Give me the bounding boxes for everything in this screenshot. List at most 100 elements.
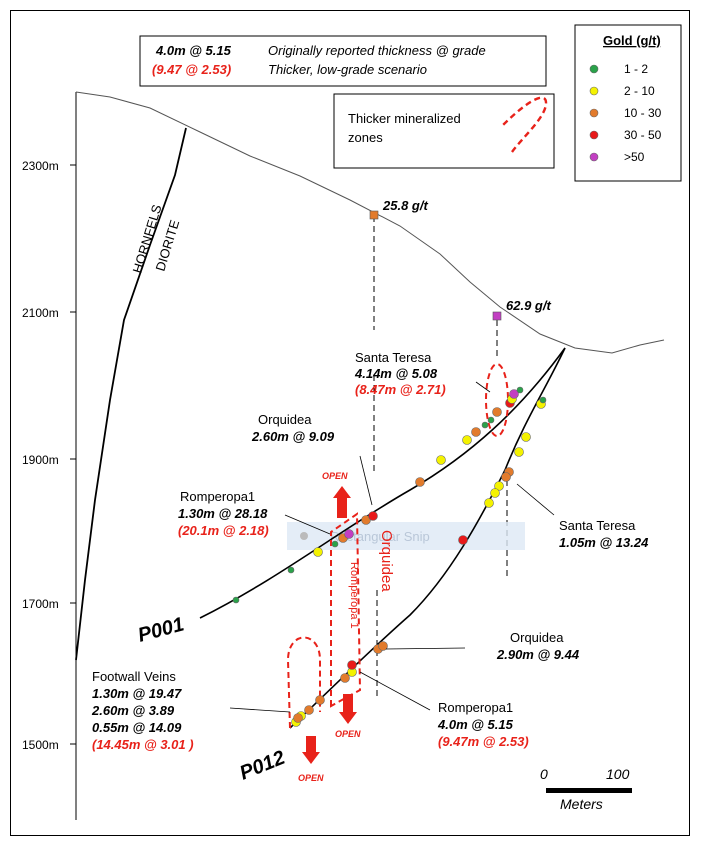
legend-swatch bbox=[589, 152, 599, 162]
orquidea-upper-name: Orquidea bbox=[258, 412, 312, 427]
open-label-up: OPEN bbox=[322, 471, 348, 481]
legend-swatch bbox=[589, 130, 599, 140]
gold-sample-dot bbox=[344, 529, 354, 539]
zones-box-line1: Thicker mineralized bbox=[348, 111, 461, 126]
gold-sample-dot bbox=[378, 641, 388, 651]
figure-frame bbox=[10, 10, 690, 836]
zones-box bbox=[333, 93, 555, 169]
gold-sample-dot bbox=[331, 540, 339, 548]
legend-items: 1 - 2 2 - 10 10 - 30 30 - 50 >50 bbox=[589, 62, 662, 164]
gold-sample-dot bbox=[347, 660, 357, 670]
gold-sample-dot bbox=[521, 432, 531, 442]
watermark-text: Rectangular Snip bbox=[330, 529, 430, 544]
legend-label: >50 bbox=[624, 150, 645, 164]
gold-sample-dot bbox=[484, 498, 494, 508]
santa-teresa-lower-name: Santa Teresa bbox=[559, 518, 636, 533]
footwall-zone bbox=[286, 636, 321, 729]
gold-sample-dot bbox=[287, 566, 295, 574]
elevation-label-1900: 1900m bbox=[22, 453, 59, 467]
open-label-down: OPEN bbox=[335, 729, 361, 739]
gold-sample-dot bbox=[293, 713, 303, 723]
gold-sample-dot bbox=[368, 511, 378, 521]
legend-title: Gold (g/t) bbox=[603, 33, 661, 48]
scale-bar bbox=[546, 788, 632, 793]
gold-sample-dot bbox=[501, 472, 511, 482]
gold-sample-dot bbox=[458, 535, 468, 545]
hole-label-p012: P012 bbox=[237, 747, 289, 785]
thicker-zone-symbol bbox=[501, 96, 548, 153]
topography-line bbox=[75, 91, 665, 354]
gold-sample-dot bbox=[471, 427, 481, 437]
romperopa-zone-label: Romperopa 1 bbox=[348, 562, 360, 629]
orquidea-zone-label: Orquidea bbox=[378, 530, 395, 592]
watermark-dot bbox=[300, 532, 308, 540]
romperopa-lower-alt: (9.47m @ 2.53) bbox=[438, 734, 529, 749]
gold-sample-dot bbox=[304, 705, 314, 715]
legend-swatch bbox=[589, 64, 599, 74]
surface-sample-label: 25.8 g/t bbox=[382, 198, 428, 213]
zones-box-line2: zones bbox=[348, 130, 383, 145]
scale-hundred: 100 bbox=[606, 766, 630, 782]
gold-sample-dot bbox=[514, 447, 524, 457]
santa-teresa-lower-value: 1.05m @ 13.24 bbox=[559, 535, 649, 550]
legend-swatch bbox=[589, 86, 599, 96]
romperopa-lower-value: 4.0m @ 5.15 bbox=[437, 717, 514, 732]
gold-sample-dot bbox=[516, 386, 524, 394]
footwall-value-3: 0.55m @ 14.09 bbox=[92, 720, 182, 735]
footwall-alt: (14.45m @ 3.01 ) bbox=[92, 737, 194, 752]
gold-sample-dot bbox=[481, 421, 489, 429]
hole-label-p001: P001 bbox=[136, 613, 187, 646]
geologic-contact-line bbox=[75, 127, 187, 661]
open-arrow-up bbox=[333, 486, 351, 518]
open-arrow-down bbox=[339, 694, 357, 724]
footwall-value-2: 2.60m @ 3.89 bbox=[91, 703, 175, 718]
elevation-label-2300: 2300m bbox=[22, 159, 59, 173]
romperopa-upper-value: 1.30m @ 28.18 bbox=[178, 506, 268, 521]
gold-sample-dot bbox=[462, 435, 472, 445]
romperopa-upper-alt: (20.1m @ 2.18) bbox=[178, 523, 269, 538]
header-thicker-value: (9.47 @ 2.53) bbox=[152, 62, 231, 77]
header-original-desc: Originally reported thickness @ grade bbox=[268, 43, 486, 58]
santa-teresa-upper-alt: (8.47m @ 2.71) bbox=[355, 382, 446, 397]
gold-sample-dot bbox=[415, 477, 425, 487]
header-box bbox=[139, 35, 547, 87]
orquidea-upper-value: 2.60m @ 9.09 bbox=[251, 429, 335, 444]
gold-sample-dot bbox=[313, 547, 323, 557]
gold-sample-dot bbox=[340, 673, 350, 683]
legend-swatch bbox=[589, 108, 599, 118]
legend-label: 10 - 30 bbox=[624, 106, 662, 120]
surface-sample-marker bbox=[492, 311, 502, 321]
scale-zero: 0 bbox=[540, 766, 548, 782]
gold-sample-dot bbox=[490, 488, 500, 498]
open-label-footwall: OPEN bbox=[298, 773, 324, 783]
elevation-label-1500: 1500m bbox=[22, 738, 59, 752]
romperopa-upper-name: Romperopa1 bbox=[180, 489, 255, 504]
header-original-value: 4.0m @ 5.15 bbox=[155, 43, 232, 58]
gold-sample-dot bbox=[509, 389, 519, 399]
footwall-name: Footwall Veins bbox=[92, 669, 176, 684]
orquidea-lower-name: Orquidea bbox=[510, 630, 564, 645]
leader-lines bbox=[229, 381, 555, 713]
footwall-value-1: 1.30m @ 19.47 bbox=[92, 686, 182, 701]
surface-sample-marker bbox=[369, 210, 379, 220]
gold-sample-dot bbox=[315, 695, 325, 705]
gold-sample-dot bbox=[487, 416, 495, 424]
scale-unit: Meters bbox=[560, 796, 603, 812]
santa-teresa-upper-value: 4.14m @ 5.08 bbox=[354, 366, 438, 381]
orquidea-lower-value: 2.90m @ 9.44 bbox=[496, 647, 580, 662]
gold-sample-dot bbox=[436, 455, 446, 465]
elevation-ticks bbox=[70, 164, 76, 745]
romperopa-lower-name: Romperopa1 bbox=[438, 700, 513, 715]
legend-label: 2 - 10 bbox=[624, 84, 655, 98]
hole-samples bbox=[232, 386, 547, 727]
open-arrow-footwall bbox=[302, 736, 320, 764]
surface-sample-label: 62.9 g/t bbox=[506, 298, 551, 313]
header-thicker-desc: Thicker, low-grade scenario bbox=[268, 62, 427, 77]
elevation-label-1700: 1700m bbox=[22, 597, 59, 611]
elevation-label-2100: 2100m bbox=[22, 306, 59, 320]
watermark-bg bbox=[287, 522, 525, 550]
gold-sample-dot bbox=[232, 596, 240, 604]
santa-teresa-upper-name: Santa Teresa bbox=[355, 350, 432, 365]
gold-sample-dot bbox=[492, 407, 502, 417]
